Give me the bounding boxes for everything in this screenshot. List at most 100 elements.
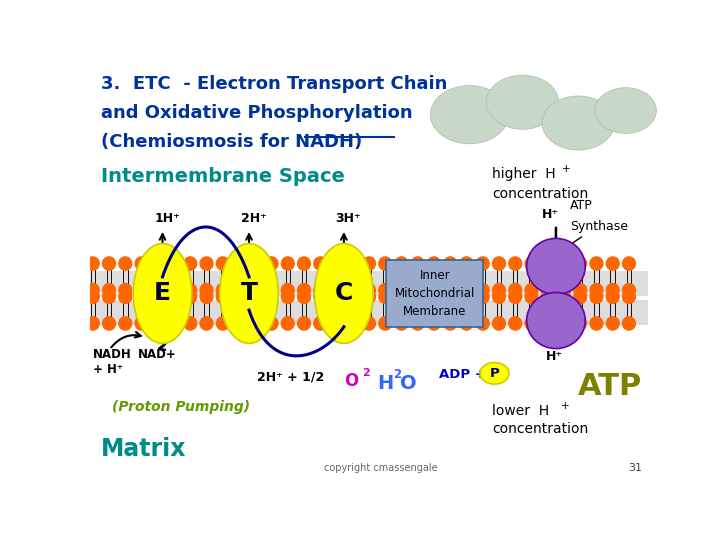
Ellipse shape <box>590 284 603 297</box>
Ellipse shape <box>265 317 278 330</box>
Ellipse shape <box>460 290 473 303</box>
Text: NAD+: NAD+ <box>138 348 176 361</box>
Ellipse shape <box>168 257 181 270</box>
Ellipse shape <box>151 317 164 330</box>
Ellipse shape <box>135 257 148 270</box>
Text: 2H⁺ + 1/2: 2H⁺ + 1/2 <box>258 370 325 383</box>
Ellipse shape <box>200 290 213 303</box>
Ellipse shape <box>249 284 261 297</box>
Ellipse shape <box>216 284 229 297</box>
Text: and Oxidative Phosphorylation: and Oxidative Phosphorylation <box>101 104 413 122</box>
Ellipse shape <box>557 284 570 297</box>
Ellipse shape <box>444 290 456 303</box>
Ellipse shape <box>411 317 424 330</box>
Ellipse shape <box>249 290 261 303</box>
Ellipse shape <box>477 284 489 297</box>
Ellipse shape <box>103 284 115 297</box>
Ellipse shape <box>526 293 585 349</box>
Text: ATP: ATP <box>578 372 642 401</box>
Text: +: + <box>562 164 570 174</box>
Ellipse shape <box>395 257 408 270</box>
Ellipse shape <box>330 317 343 330</box>
Ellipse shape <box>379 317 392 330</box>
Ellipse shape <box>233 257 246 270</box>
Ellipse shape <box>606 290 619 303</box>
Text: +: + <box>561 401 570 411</box>
Ellipse shape <box>623 290 635 303</box>
Ellipse shape <box>346 257 359 270</box>
Ellipse shape <box>86 290 99 303</box>
Circle shape <box>542 96 615 150</box>
Ellipse shape <box>103 257 115 270</box>
Ellipse shape <box>411 284 424 297</box>
Text: ATP: ATP <box>570 199 593 212</box>
Ellipse shape <box>297 317 310 330</box>
Ellipse shape <box>428 290 441 303</box>
Text: 2: 2 <box>393 368 401 381</box>
Ellipse shape <box>103 317 115 330</box>
Text: (Chemiosmosis for NADH): (Chemiosmosis for NADH) <box>101 133 362 151</box>
Ellipse shape <box>297 257 310 270</box>
Text: NADH: NADH <box>93 348 132 361</box>
Ellipse shape <box>557 317 570 330</box>
Ellipse shape <box>168 290 181 303</box>
Ellipse shape <box>200 317 213 330</box>
Text: concentration: concentration <box>492 422 588 436</box>
Text: + H⁺: + H⁺ <box>93 363 123 376</box>
Ellipse shape <box>168 317 181 330</box>
Ellipse shape <box>363 317 375 330</box>
Ellipse shape <box>119 257 132 270</box>
Ellipse shape <box>282 290 294 303</box>
Ellipse shape <box>282 257 294 270</box>
Ellipse shape <box>297 290 310 303</box>
Ellipse shape <box>574 290 587 303</box>
Ellipse shape <box>541 284 554 297</box>
Ellipse shape <box>168 284 181 297</box>
Ellipse shape <box>249 257 261 270</box>
Ellipse shape <box>119 317 132 330</box>
Text: ADP +: ADP + <box>438 368 485 381</box>
Text: H: H <box>377 374 394 393</box>
Circle shape <box>480 362 509 384</box>
Ellipse shape <box>541 317 554 330</box>
Ellipse shape <box>216 317 229 330</box>
Ellipse shape <box>330 290 343 303</box>
Ellipse shape <box>379 290 392 303</box>
Ellipse shape <box>492 290 505 303</box>
Ellipse shape <box>623 317 635 330</box>
Ellipse shape <box>509 284 522 297</box>
Ellipse shape <box>444 317 456 330</box>
Ellipse shape <box>314 290 327 303</box>
Ellipse shape <box>428 257 441 270</box>
Text: copyright cmassengale: copyright cmassengale <box>324 463 438 473</box>
Ellipse shape <box>363 284 375 297</box>
Ellipse shape <box>557 290 570 303</box>
Text: O: O <box>400 374 416 393</box>
Ellipse shape <box>411 257 424 270</box>
Ellipse shape <box>86 284 99 297</box>
Ellipse shape <box>314 317 327 330</box>
Ellipse shape <box>460 284 473 297</box>
Ellipse shape <box>133 244 192 343</box>
FancyBboxPatch shape <box>386 260 483 327</box>
Text: Matrix: Matrix <box>101 437 186 461</box>
Ellipse shape <box>151 257 164 270</box>
Ellipse shape <box>428 317 441 330</box>
Ellipse shape <box>395 290 408 303</box>
Ellipse shape <box>525 290 538 303</box>
Text: (Proton Pumping): (Proton Pumping) <box>112 400 251 414</box>
Ellipse shape <box>477 257 489 270</box>
Ellipse shape <box>86 317 99 330</box>
Text: 3.  ETC  - Electron Transport Chain: 3. ETC - Electron Transport Chain <box>101 75 448 93</box>
Ellipse shape <box>346 284 359 297</box>
Ellipse shape <box>477 290 489 303</box>
Ellipse shape <box>233 284 246 297</box>
Text: 3H⁺: 3H⁺ <box>336 212 361 225</box>
Text: E: E <box>154 281 171 306</box>
Ellipse shape <box>119 284 132 297</box>
Text: H⁺: H⁺ <box>542 208 559 221</box>
Ellipse shape <box>200 257 213 270</box>
Ellipse shape <box>525 284 538 297</box>
Circle shape <box>595 87 657 133</box>
Ellipse shape <box>509 317 522 330</box>
